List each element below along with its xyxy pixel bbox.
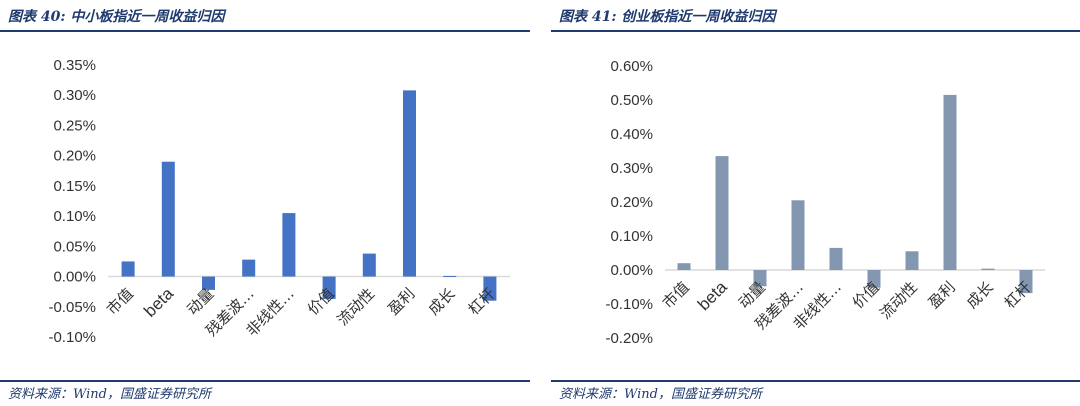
source-note: 资料来源：Wind，国盛证券研究所 [8, 387, 211, 402]
category-label: 流动性 [334, 285, 379, 330]
bar-2 [161, 161, 175, 277]
source-note: 资料来源：Wind，国盛证券研究所 [559, 387, 762, 402]
figure-title: 图表 41: 创业板指近一周收益归因 [559, 9, 776, 25]
y-tick-label: 0.30% [53, 87, 96, 104]
chart-panel-right: 图表 41: 创业板指近一周收益归因 0.60% 0.50% 0.40% 0.30% 0… [551, 0, 1080, 406]
bar-4 [791, 200, 805, 270]
title-rule [0, 30, 530, 32]
category-label: beta [140, 284, 177, 321]
bar-chart: 0.60% 0.50% 0.40% 0.30% 0.20% 0.10% 0.00% -0.10… [605, 58, 1045, 347]
bar-6 [867, 270, 881, 288]
y-tick-label: 0.10% [53, 208, 96, 225]
category-label: beta [694, 277, 731, 314]
bar-5 [829, 247, 843, 270]
y-tick-label: 0.15% [53, 178, 96, 195]
y-tick-label: 0.05% [53, 238, 96, 255]
category-label: 市值 [103, 285, 137, 319]
figure-title: 图表 40: 中小板指近一周收益归因 [8, 9, 225, 25]
category-label: 成长 [425, 285, 459, 319]
y-tick-label: -0.05% [48, 299, 96, 316]
y-tick-label: 0.20% [610, 194, 653, 211]
bar-1 [677, 263, 691, 270]
bar-7 [905, 251, 919, 270]
bar-10 [483, 276, 497, 301]
y-tick-label: 0.35% [53, 57, 96, 74]
bar-9 [443, 275, 457, 277]
bar-3 [202, 276, 215, 290]
y-tick-label: 0.20% [53, 148, 96, 165]
y-tick-label: 0.60% [610, 58, 653, 75]
bar-chart: 0.35% 0.30% 0.25% 0.20% 0.15% 0.10% 0.05% 0.00%… [48, 57, 510, 346]
category-label: 盈利 [384, 285, 418, 319]
category-label: 流动性 [876, 278, 921, 323]
y-tick-label: -0.20% [605, 330, 653, 347]
source-rule [551, 380, 1080, 382]
title-rule [551, 30, 1080, 32]
bar-7 [362, 253, 376, 277]
category-label: 市值 [659, 278, 693, 312]
y-tick-label: -0.10% [605, 296, 653, 313]
y-tick-label: 0.40% [610, 126, 653, 143]
y-tick-label: 0.30% [610, 160, 653, 177]
bar-5 [282, 213, 296, 277]
category-label: 成长 [963, 278, 997, 312]
bar-4 [242, 259, 256, 277]
y-tick-label: 0.50% [610, 92, 653, 109]
bar-3 [753, 270, 767, 287]
y-tick-label: 0.25% [53, 117, 96, 134]
bar-9 [981, 268, 995, 270]
y-tick-label: 0.10% [610, 228, 653, 245]
source-rule [0, 380, 530, 382]
bar-2 [715, 156, 729, 270]
bar-8 [403, 90, 416, 277]
bar-6 [322, 276, 336, 299]
chart-panel-left: 图表 40: 中小板指近一周收益归因 0.35% 0.30% 0.25% 0.20% 0… [0, 0, 530, 406]
y-tick-label: -0.10% [48, 329, 96, 346]
bar-1 [121, 261, 135, 277]
category-label: 盈利 [925, 278, 959, 312]
y-tick-label: 0.00% [610, 262, 653, 279]
y-tick-label: 0.00% [53, 269, 96, 286]
bar-8 [943, 94, 957, 271]
bar-10 [1019, 270, 1033, 294]
